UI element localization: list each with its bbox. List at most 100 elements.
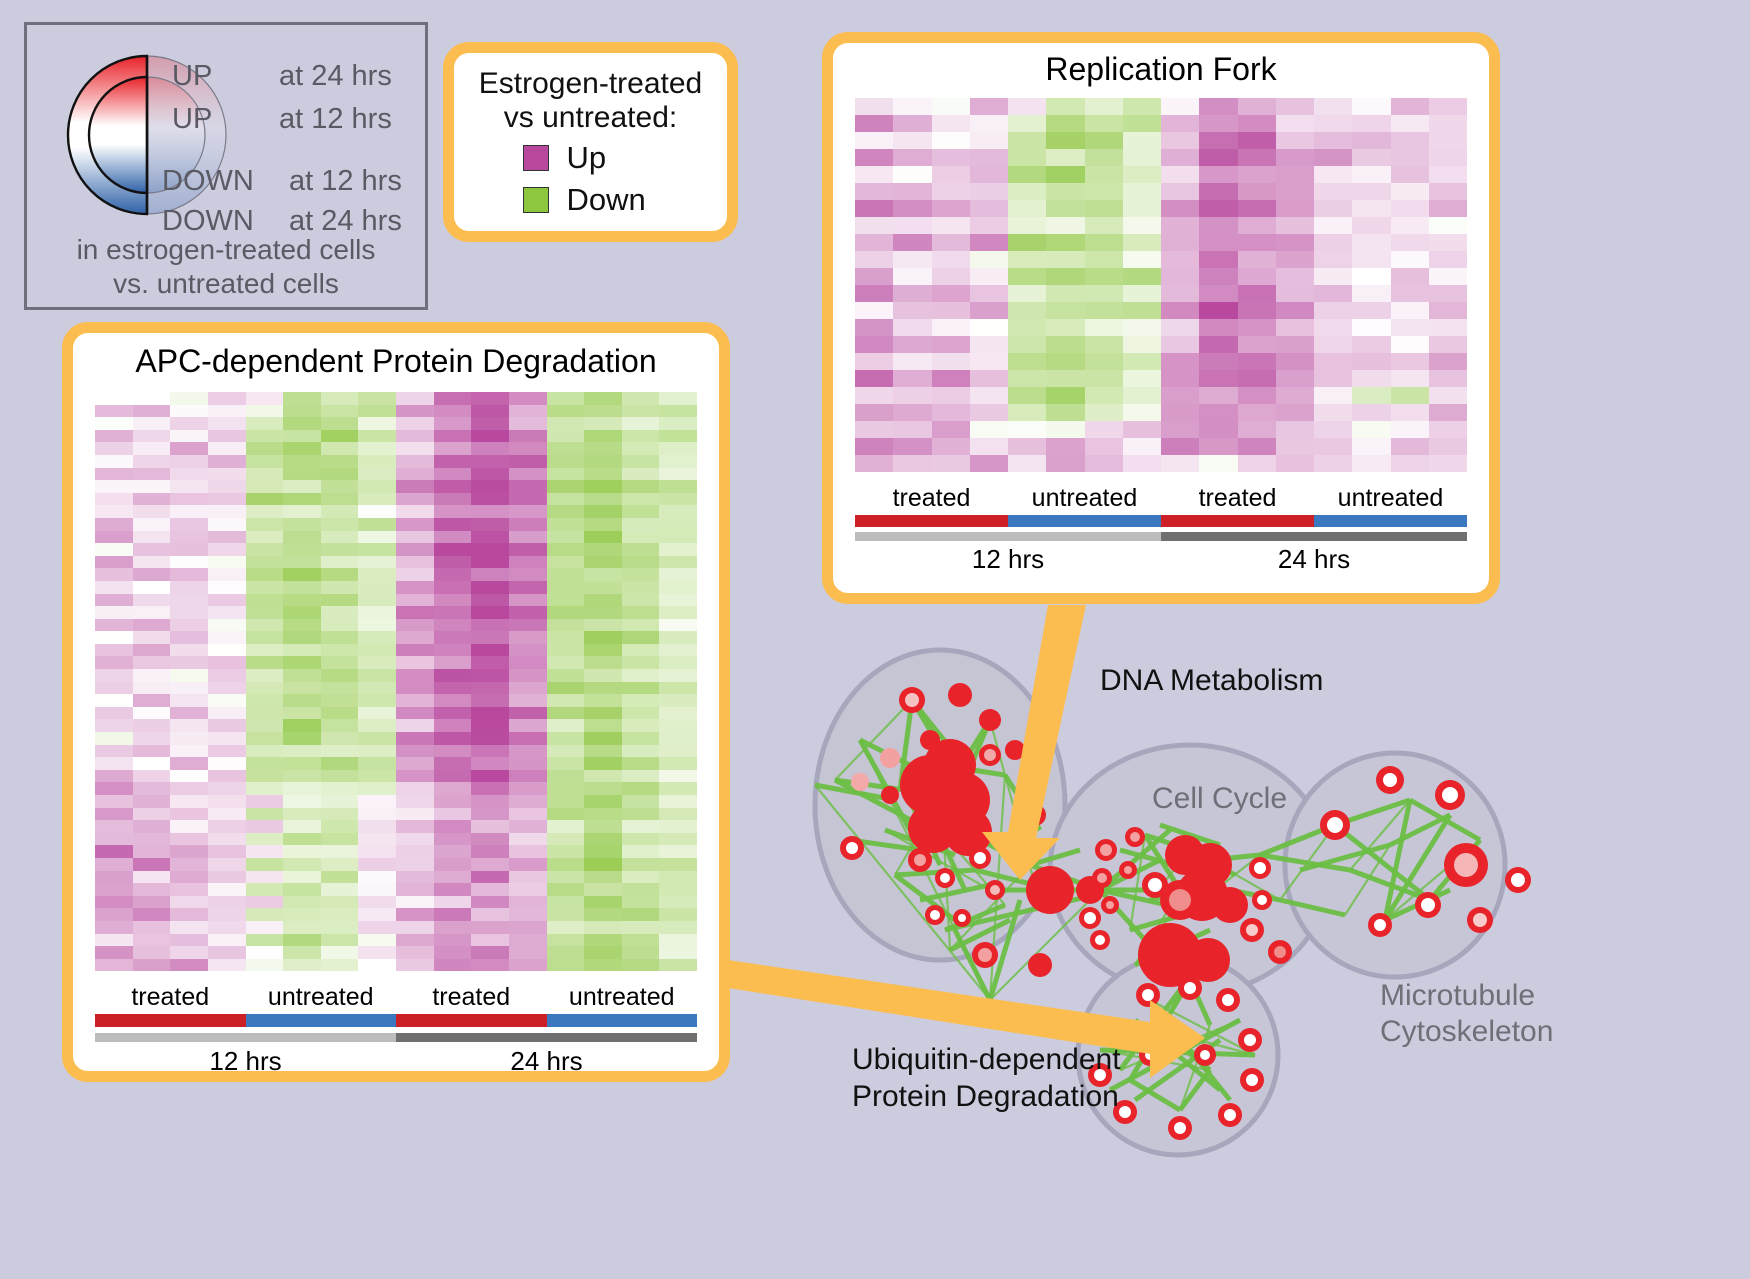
heatmap-cell [320,933,359,947]
heatmap-cell [621,732,660,745]
heatmap-cell [1390,132,1429,149]
heatmap-cell [1390,302,1429,319]
heatmap-cell [855,132,894,149]
heatmap-cell [1084,370,1123,387]
heatmap-cell [245,857,284,871]
heatmap-cell [358,555,396,569]
heatmap-cell [969,98,1008,115]
heatmap-cell [1314,268,1353,285]
heatmap-cell [1084,455,1123,472]
heatmap-cell [1428,302,1467,319]
heatmap-cell [621,706,660,720]
heatmap-cell [358,417,396,430]
heatmap-cell [1084,98,1123,115]
heatmap-cell [471,719,509,733]
heatmap-cell [546,719,585,733]
heatmap-cell [1161,370,1200,387]
heatmap-cell [584,946,622,959]
heatmap-cell [358,681,396,695]
heatmap-cell [132,417,171,430]
heatmap-cell [1084,115,1123,132]
heatmap-cell [207,505,246,518]
heatmap-cell [969,200,1008,217]
heatmap-cell [245,895,284,909]
heatmap-cell [132,505,171,518]
heatmap-cell [283,908,321,921]
heatmap-cell [1122,370,1161,387]
heatmap-cell [1314,319,1353,336]
heatmap-cell [855,285,894,302]
heatmap-cell [433,480,472,493]
replication-fork-panel: Replication Fork treated untreated treat… [822,32,1500,604]
heatmap-cell [931,336,970,353]
heatmap-cell [621,946,660,959]
heatmap-cell [1352,387,1391,404]
heatmap-cell [621,618,660,632]
heatmap-cell [207,895,246,909]
heatmap-cell [508,795,547,808]
apc-degradation-panel: APC-dependent Protein Degradation treate… [62,322,730,1082]
heatmap-cell [546,517,585,531]
heatmap-cell [245,392,284,405]
heatmap-cell [508,895,547,909]
heatmap-cell [1352,455,1391,472]
legend-text-down-24: at 24 hrs [289,205,402,237]
heatmap-cell [95,580,133,594]
heatmap-cell [433,744,472,758]
heatmap-cell [659,807,697,821]
heatmap-cell [1199,319,1238,336]
heatmap-cell [1428,438,1467,455]
heatmap-cell [471,606,509,619]
heatmap-cell [320,706,359,720]
heatmap-cell [95,744,133,758]
heatmap-cell [1046,98,1085,115]
heatmap-cell [170,895,208,909]
heatmap-cell [1008,319,1047,336]
heatmap-cell [621,933,660,947]
heatmap-cell [1314,353,1353,370]
heatmap-cell [621,530,660,544]
heatmap-cell [855,200,894,217]
heatmap-cell [358,845,396,858]
legend-key-up-24: UP [172,60,213,92]
heatmap-cell [433,681,472,695]
heatmap-cell [1008,438,1047,455]
heatmap-cell [1237,115,1276,132]
heatmap-cell [358,706,396,720]
heatmap-cell [358,870,396,884]
heatmap-cell [433,454,472,468]
heatmap-cell [584,543,622,556]
heatmap-cell [584,618,622,632]
heatmap-cell [893,234,932,251]
heatmap-cell [1237,183,1276,200]
heatmap-cell [358,694,396,707]
heatmap-cell [95,669,133,682]
heatmap-cell [1314,251,1353,268]
heatmap-cell [584,744,622,758]
heatmap-cell [1314,183,1353,200]
heatmap-cell [621,870,660,884]
heatmap-cell [1008,455,1047,472]
heatmap-cell [471,417,509,430]
heatmap-cell [132,795,171,808]
heatmap-cell [283,757,321,770]
heatmap-cell [1008,200,1047,217]
heatmap-cell [893,319,932,336]
heatmap-cell [1428,268,1467,285]
heatmap-cell [1161,149,1200,166]
heatmap-cell [95,606,133,619]
heatmap-cell [508,832,547,846]
heatmap-cell [1314,302,1353,319]
heatmap-cell [508,618,547,632]
heatmap-cell [95,895,133,909]
fork-time-labels: 12 hrs 24 hrs [855,544,1467,575]
heatmap-cell [1008,217,1047,234]
color-bar-segment [396,1014,547,1028]
heatmap-cell [207,795,246,808]
heatmap-cell [621,631,660,644]
legend-text-up-24: at 24 hrs [279,60,392,92]
heatmap-cell [893,217,932,234]
heatmap-cell [659,492,697,506]
heatmap-cell [358,429,396,443]
heatmap-cell [396,933,434,947]
